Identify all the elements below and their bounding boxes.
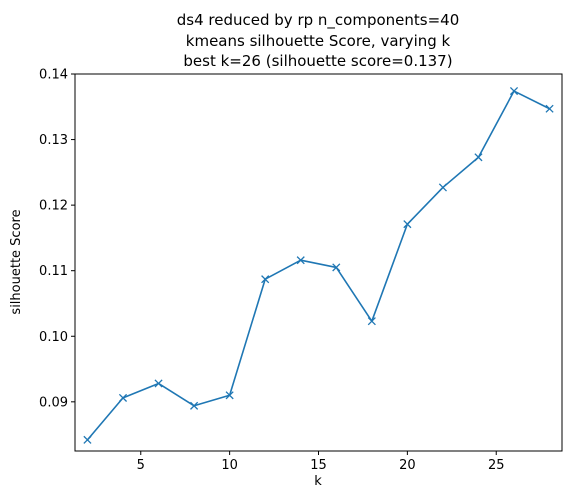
y-tick-label: 0.14 [39, 68, 68, 83]
y-tick-label: 0.09 [39, 395, 68, 410]
data-point-marker [332, 263, 341, 272]
data-point-marker [154, 379, 163, 388]
data-series [83, 86, 554, 444]
y-axis-label: silhouette Score [9, 209, 24, 314]
chart-title-line-2: kmeans silhouette Score, varying k [186, 32, 451, 50]
data-point-marker [190, 401, 199, 410]
data-point-marker [509, 86, 519, 96]
x-axis-label: k [314, 474, 322, 489]
x-tick-label: 20 [399, 458, 416, 473]
data-point-marker [225, 391, 234, 400]
x-tick-label: 15 [310, 458, 327, 473]
data-point-marker [296, 256, 305, 265]
x-tick-label: 5 [137, 458, 145, 473]
data-point-marker [438, 183, 447, 192]
y-axis: 0.09 0.10 0.11 0.12 0.13 0.14 [39, 68, 75, 410]
x-axis: 5 10 15 20 25 [137, 451, 505, 473]
y-tick-label: 0.11 [39, 264, 68, 279]
plot-area-frame [74, 73, 563, 452]
data-point-marker [118, 393, 128, 402]
data-point-marker [474, 153, 483, 162]
data-point-marker [83, 435, 92, 444]
y-tick-label: 0.10 [39, 330, 68, 345]
series-line [86, 90, 550, 441]
y-tick-label: 0.13 [39, 133, 68, 148]
chart-title-line-3: best k=26 (silhouette score=0.137) [183, 52, 452, 70]
x-tick-label: 25 [488, 458, 505, 473]
data-point-marker [403, 220, 412, 229]
x-tick-label: 10 [221, 458, 238, 473]
data-point-marker [367, 317, 376, 326]
data-point-marker [545, 104, 554, 113]
chart-title-line-1: ds4 reduced by rp n_components=40 [177, 11, 459, 30]
data-point-marker [261, 275, 270, 284]
chart-title: ds4 reduced by rp n_components=40 kmeans… [177, 11, 459, 70]
y-tick-label: 0.12 [39, 199, 68, 214]
